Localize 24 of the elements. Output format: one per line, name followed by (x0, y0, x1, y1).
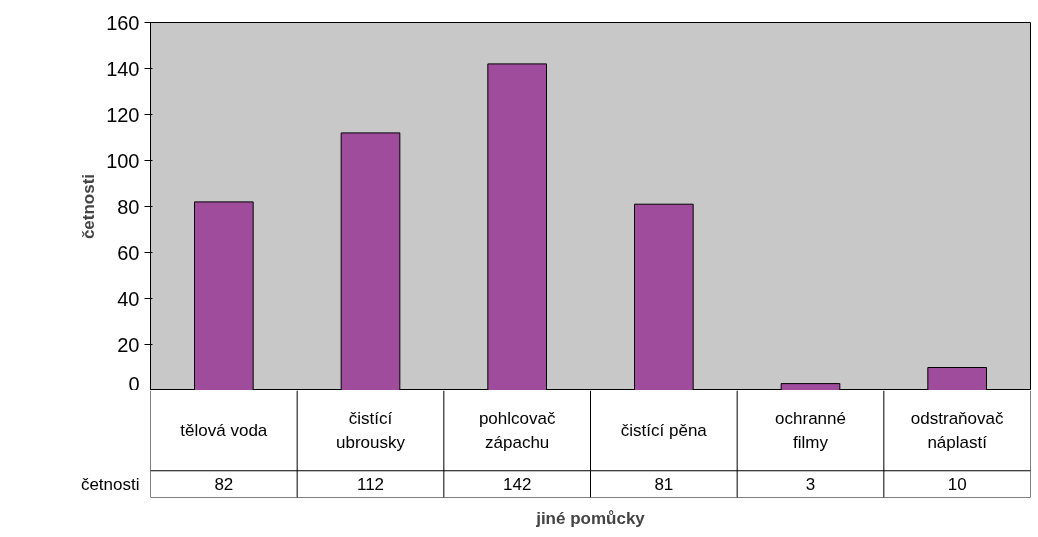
data-label: 10 (947, 475, 967, 495)
x-tick-label: ochranné filmy (775, 408, 846, 453)
y-tick-label: 120 (106, 103, 140, 126)
y-tick-label: 60 (117, 241, 140, 264)
data-label: 81 (654, 475, 674, 495)
text: četnosti (79, 173, 99, 240)
data-label: 82 (214, 475, 234, 495)
data-label: 112 (356, 475, 385, 495)
data-label: 142 (502, 475, 532, 495)
x-tick-label: odstraňovač náplastí (910, 408, 1004, 453)
x-tick-label: tělová voda (180, 421, 268, 441)
x-tick-label: pohlcovač zápachu (478, 408, 556, 453)
y-tick-label: 80 (117, 195, 140, 218)
y-tick-label: 140 (106, 57, 140, 80)
x-axis-title: jiné pomůcky (535, 508, 646, 528)
x-tick-label: čistící ubrousky (336, 408, 406, 453)
data-label: 3 (805, 475, 816, 495)
x-tick-label: čistící pěna (620, 421, 708, 441)
y-tick-label: 40 (117, 287, 140, 310)
y-tick-label: 160 (106, 11, 140, 34)
y-tick-label: 0 (128, 372, 140, 395)
y-tick-label: 20 (117, 333, 140, 356)
y-tick-label: 100 (106, 149, 140, 172)
y-axis-title: četnosti (80, 474, 140, 494)
